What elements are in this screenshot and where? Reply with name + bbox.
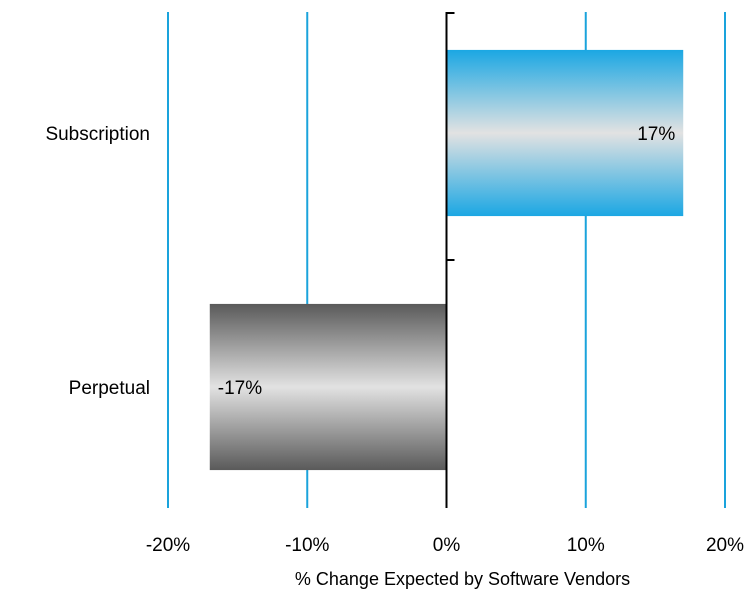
bar xyxy=(446,49,684,217)
category-label: Perpetual xyxy=(69,378,150,399)
x-axis-title: % Change Expected by Software Vendors xyxy=(295,569,630,589)
x-tick-label: 20% xyxy=(706,535,744,556)
data-label: 17% xyxy=(637,124,675,145)
x-tick-label: 0% xyxy=(433,535,461,556)
labels: 17% Subscription -17% Perpetual -20% -10% 0% 10… xyxy=(45,124,744,556)
data-label: -17% xyxy=(218,378,262,399)
x-tick-label: -10% xyxy=(285,535,329,556)
bar xyxy=(209,303,447,471)
x-tick-label: 10% xyxy=(567,535,605,556)
bars xyxy=(209,49,684,471)
category-label: Subscription xyxy=(45,124,150,145)
zero-axis xyxy=(445,12,455,508)
x-tick-label: -20% xyxy=(146,535,190,556)
